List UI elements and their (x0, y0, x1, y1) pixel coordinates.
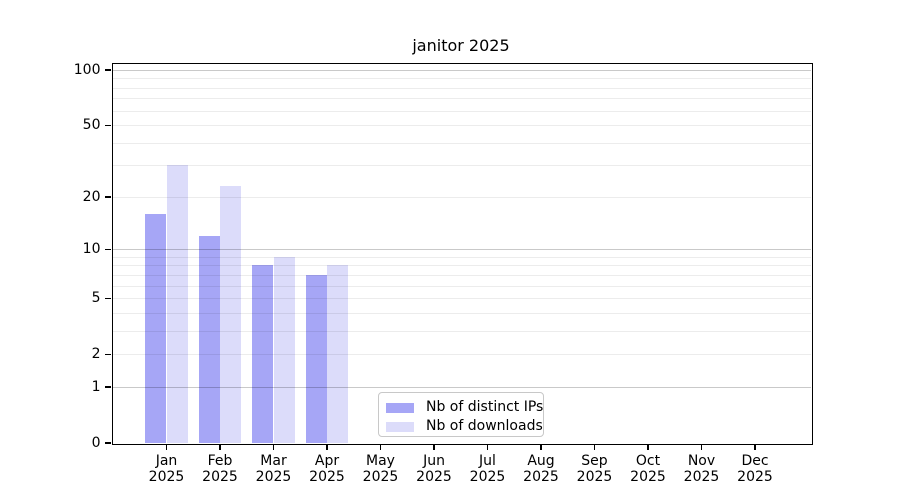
x-tick-label-jan: Jan 2025 (148, 453, 185, 485)
x-tick-jan (165, 444, 168, 450)
x-tick-mar (272, 444, 275, 450)
x-tick-oct (647, 444, 649, 450)
y-tick-1 (105, 386, 111, 388)
y-tick-label-50: 50 (82, 117, 101, 134)
legend-item-downloads: Nb of downloads (386, 417, 543, 436)
y-tick-label-5: 5 (91, 290, 101, 307)
bar-ips-feb (198, 235, 220, 443)
x-tick-feb (219, 444, 221, 450)
y-tick-label-100: 100 (73, 61, 101, 78)
x-tick-label-sep: Sep 2025 (576, 453, 613, 485)
legend-swatch-downloads (386, 421, 414, 432)
x-tick-label-dec: Dec 2025 (737, 453, 773, 485)
bar-ips-mar (252, 265, 274, 443)
x-tick-jul (486, 444, 489, 450)
x-tick-label-may: May 2025 (362, 453, 399, 485)
x-tick-label-apr: Apr 2025 (309, 453, 345, 485)
x-tick-label-nov: Nov 2025 (683, 453, 720, 485)
x-tick-label-mar: Mar 2025 (255, 453, 292, 485)
bar-downloads-apr (327, 265, 349, 443)
legend-swatch-distinct-ips (386, 402, 414, 413)
bar-ips-apr (305, 274, 327, 443)
x-tick-label-feb: Feb 2025 (202, 453, 238, 485)
y-tick-100 (105, 69, 111, 71)
x-tick-may (379, 444, 382, 450)
legend-label-downloads: Nb of downloads (426, 418, 543, 434)
y-tick-50 (105, 124, 111, 126)
chart-title: janitor 2025 (412, 36, 510, 55)
plot-area (111, 63, 813, 445)
y-tick-label-10: 10 (82, 241, 101, 258)
legend-item-distinct-ips: Nb of distinct IPs (386, 398, 543, 417)
x-tick-label-jul: Jul 2025 (469, 453, 506, 485)
bar-downloads-feb (220, 186, 242, 443)
legend: Nb of distinct IPs Nb of downloads (378, 392, 544, 437)
x-tick-label-oct: Oct 2025 (630, 453, 666, 485)
x-tick-aug (540, 444, 542, 450)
x-tick-sep (593, 444, 596, 450)
y-tick-0 (105, 442, 111, 444)
bar-downloads-mar (273, 256, 295, 443)
x-tick-jun (433, 444, 435, 450)
x-tick-dec (754, 444, 756, 450)
legend-label-distinct-ips: Nb of distinct IPs (426, 399, 544, 415)
y-tick-label-1: 1 (91, 378, 101, 395)
y-tick-5 (105, 297, 111, 299)
y-tick-20 (105, 196, 111, 198)
y-tick-label-0: 0 (91, 435, 101, 451)
y-tick-label-2: 2 (91, 346, 101, 363)
y-tick-2 (105, 353, 111, 355)
x-tick-nov (700, 444, 703, 450)
x-tick-label-jun: Jun 2025 (416, 453, 452, 485)
x-tick-apr (326, 444, 328, 450)
x-tick-label-aug: Aug 2025 (523, 453, 559, 485)
y-tick-10 (105, 248, 111, 250)
bar-downloads-jan (166, 165, 188, 443)
y-tick-label-20: 20 (82, 188, 101, 205)
bar-ips-jan (145, 213, 167, 443)
